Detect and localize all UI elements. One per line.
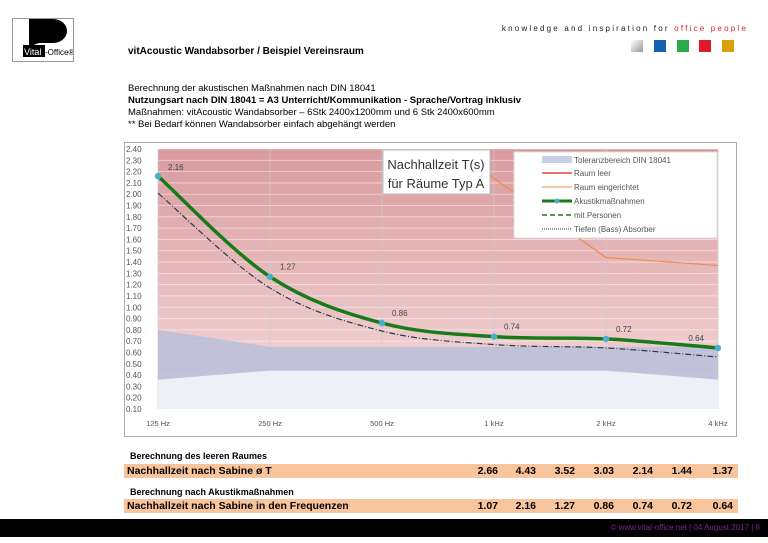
data-label-akustik: 0.74 xyxy=(504,323,520,332)
below-tolerance-area xyxy=(158,370,718,409)
color-square-red xyxy=(699,40,711,52)
y-tick-label: 1.50 xyxy=(126,247,142,256)
data-label-akustik: 0.86 xyxy=(392,309,408,318)
legend-label-akustik: Akustikmaßnahmen xyxy=(574,197,645,206)
y-tick-label: 1.30 xyxy=(126,269,142,278)
value-cell: 1.07 xyxy=(477,500,498,512)
y-tick-label: 1.10 xyxy=(126,292,142,301)
y-tick-label: 1.80 xyxy=(126,213,142,222)
chart-title-line-1: Nachhallzeit T(s) xyxy=(387,157,484,172)
x-tick-label: 1 kHz xyxy=(484,419,503,428)
intro-line-1: Berechnung der akustischen Maßnahmen nac… xyxy=(128,83,376,94)
value-cell: 0.64 xyxy=(712,500,733,512)
value-cell: 3.03 xyxy=(593,465,614,477)
tagline: knowledge and inspiration for office peo… xyxy=(501,24,748,33)
x-tick-label: 4 kHz xyxy=(708,419,727,428)
intro-line-4: ** Bei Bedarf können Wandabsorber einfac… xyxy=(128,119,396,130)
value-cell: 0.86 xyxy=(593,500,614,512)
footer-bar: © www.vital-office.net | 04 August 2017 … xyxy=(0,519,768,537)
data-label-akustik: 0.64 xyxy=(688,334,704,343)
color-square-green xyxy=(677,40,689,52)
y-tick-label: 0.80 xyxy=(126,326,142,335)
y-tick-label: 0.10 xyxy=(126,405,142,414)
value-cell: 0.74 xyxy=(632,500,653,512)
y-tick-label: 0.30 xyxy=(126,382,142,391)
y-tick-label: 0.20 xyxy=(126,394,142,403)
color-square-gold xyxy=(722,40,734,52)
x-tick-label: 2 kHz xyxy=(596,419,615,428)
legend-swatch-tolerance xyxy=(542,156,572,163)
table-row-after-measures: Nachhallzeit nach Sabine in den Frequenz… xyxy=(124,499,738,513)
y-tick-label: 1.40 xyxy=(126,258,142,267)
data-point-akustik xyxy=(490,333,498,340)
svg-text:Vital: Vital xyxy=(24,47,41,57)
x-tick-label: 500 Hz xyxy=(370,419,394,428)
series-raum-eingerichtet xyxy=(460,149,719,267)
y-tick-label: 0.90 xyxy=(126,315,142,324)
y-tick-label: 0.40 xyxy=(126,371,142,380)
legend-label-mit-personen: mit Personen xyxy=(574,211,621,220)
vital-office-logo: Vital -Office® xyxy=(12,18,74,62)
value-cell: 1.37 xyxy=(712,465,733,477)
value-cell: 2.66 xyxy=(477,465,498,477)
row-label: Nachhallzeit nach Sabine ø T xyxy=(127,465,272,477)
section-empty-room: Berechnung des leeren Raumes xyxy=(130,451,268,461)
data-label-akustik: 2.16 xyxy=(168,163,184,172)
y-tick-label: 1.60 xyxy=(126,235,142,244)
data-point-akustik xyxy=(266,273,274,280)
value-cell: 0.72 xyxy=(671,500,692,512)
data-point-akustik xyxy=(602,335,610,343)
section-after-measures: Berechnung nach Akustikmaßnahmen xyxy=(130,487,294,497)
legend: Toleranzbereich DIN 18041 Raum leer Raum… xyxy=(513,151,718,239)
y-tick-label: 2.00 xyxy=(126,190,142,199)
data-point-akustik xyxy=(714,344,722,352)
legend-label-raum-eingerichtet: Raum eingerichtet xyxy=(574,183,640,192)
y-tick-label: 2.20 xyxy=(126,168,142,177)
data-label-akustik: 1.27 xyxy=(280,263,296,272)
value-cell: 2.14 xyxy=(632,465,653,477)
value-cell: 1.44 xyxy=(671,465,692,477)
y-tick-label: 0.60 xyxy=(126,348,142,357)
value-cell: 4.43 xyxy=(515,465,536,477)
legend-marker-akustik xyxy=(554,198,560,204)
footer-text: © www.vital-office.net | 04 August 2017 … xyxy=(610,523,760,532)
y-tick-label: 1.70 xyxy=(126,224,142,233)
data-point-akustik xyxy=(378,319,386,327)
page-subtitle: vitAcoustic Wandabsorber / Beispiel Vere… xyxy=(128,46,364,57)
y-tick-label: 2.40 xyxy=(126,145,142,154)
y-tick-label: 1.20 xyxy=(126,281,142,290)
value-cell: 2.16 xyxy=(515,500,536,512)
series-akustikmassnahmen xyxy=(156,174,719,350)
reverberation-chart: 2.16 1.27 0.86 0.74 0.72 0.64 2.40 2.30 2.20 2.10… xyxy=(126,145,728,428)
series-tiefen-absorber xyxy=(157,192,719,358)
y-tick-label: 1.00 xyxy=(126,303,142,312)
x-tick-label: 250 Hz xyxy=(258,419,282,428)
row-label: Nachhallzeit nach Sabine in den Frequenz… xyxy=(127,500,349,512)
legend-label-raum-leer: Raum leer xyxy=(574,169,611,178)
intro-line-3: Maßnahmen: vitAcoustic Wandabsorber – 6S… xyxy=(128,107,495,118)
color-square-blue xyxy=(654,40,666,52)
table-row-empty-room: Nachhallzeit nach Sabine ø T 2.66 4.43 3… xyxy=(124,464,738,478)
y-tick-label: 2.30 xyxy=(126,156,142,165)
value-cell: 3.52 xyxy=(554,465,575,477)
data-label-akustik: 0.72 xyxy=(616,325,632,334)
y-tick-label: 1.90 xyxy=(126,202,142,211)
data-point-akustik xyxy=(154,172,162,180)
svg-text:-Office®: -Office® xyxy=(45,48,73,57)
intro-line-2: Nutzungsart nach DIN 18041 = A3 Unterric… xyxy=(128,95,522,106)
legend-label-tolerance: Toleranzbereich DIN 18041 xyxy=(574,156,671,165)
chart-title-line-2: für Räume Typ A xyxy=(388,176,485,191)
chart-title-box: Nachhallzeit T(s) für Räume Typ A xyxy=(382,149,491,195)
y-tick-label: 0.70 xyxy=(126,337,142,346)
x-tick-label: 125 Hz xyxy=(146,419,170,428)
color-square-grey xyxy=(631,40,643,52)
value-cell: 1.27 xyxy=(554,500,575,512)
legend-label-tiefen: Tiefen (Bass) Absorber xyxy=(574,225,656,234)
y-tick-label: 0.50 xyxy=(126,360,142,369)
tolerance-band xyxy=(158,329,718,380)
y-tick-label: 2.10 xyxy=(126,179,142,188)
